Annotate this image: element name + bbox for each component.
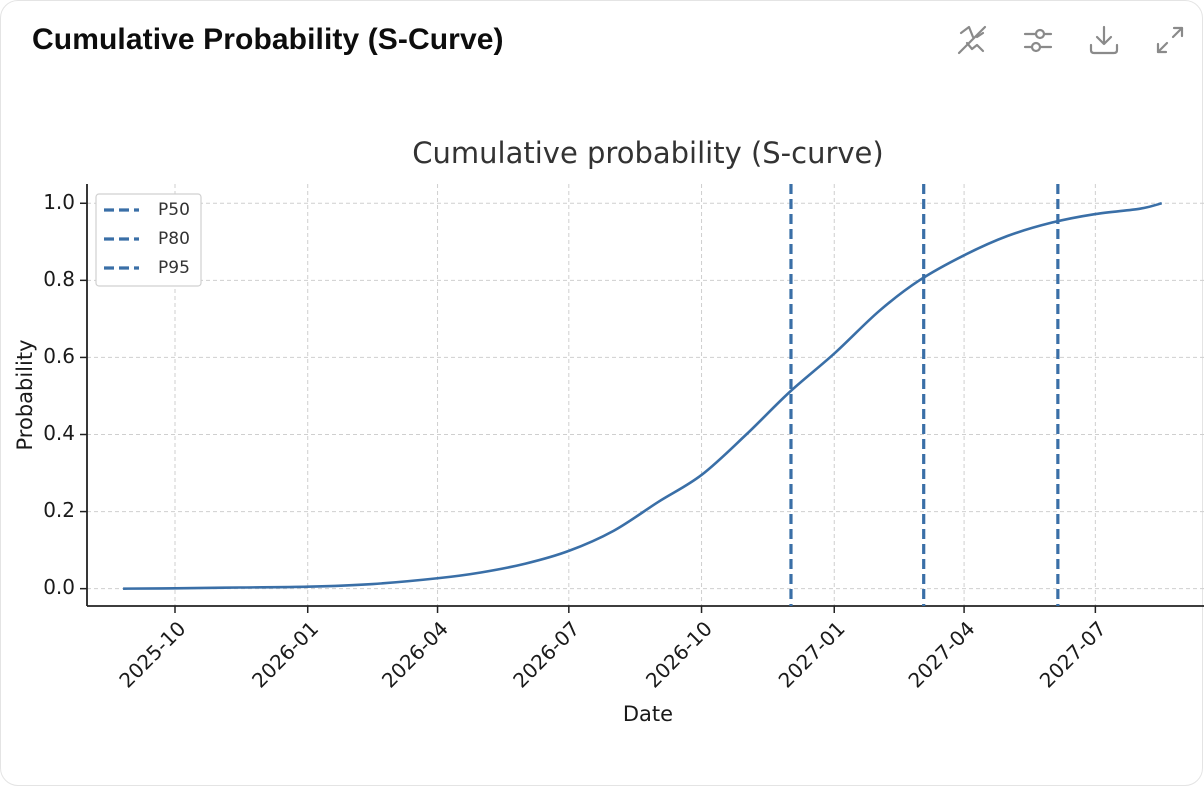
- x-tick-label: 2025-10: [114, 616, 190, 692]
- x-tick-label: 2026-07: [508, 616, 584, 692]
- card-title: Cumulative Probability (S-Curve): [32, 23, 504, 56]
- x-tick-label-group: 2026-01: [247, 616, 323, 692]
- legend-box: [95, 193, 202, 287]
- settings-sliders-icon: [1023, 28, 1053, 53]
- download-button[interactable]: [1086, 21, 1122, 59]
- x-tick-label-group: 2027-04: [903, 616, 979, 692]
- expand-button[interactable]: [1152, 21, 1188, 59]
- x-axis-label: Date: [623, 702, 673, 726]
- expand-icon: [1156, 26, 1184, 54]
- y-tick-label: 0.0: [43, 575, 75, 599]
- x-tick-label: 2026-10: [641, 616, 717, 692]
- chart-title: Cumulative probability (S-curve): [412, 136, 883, 170]
- x-tick-label-group: 2027-01: [774, 616, 850, 692]
- x-tick-label-group: 2026-04: [377, 616, 453, 692]
- y-tick-label: 1.0: [43, 190, 75, 214]
- x-tick-label: 2026-04: [377, 616, 453, 692]
- chart-toolbar: [954, 21, 1188, 59]
- y-tick-label: 0.8: [43, 267, 75, 291]
- x-tick-label-group: 2025-10: [114, 616, 190, 692]
- x-tick-label-group: 2027-07: [1035, 616, 1111, 692]
- legend-label: P50: [158, 200, 190, 220]
- x-tick-label-group: 2026-07: [508, 616, 584, 692]
- hide-annotations-icon: [957, 25, 987, 55]
- y-tick-label: 0.2: [43, 498, 75, 522]
- s-curve-line: [123, 202, 1163, 590]
- x-tick-label-group: 2026-10: [641, 616, 717, 692]
- legend: P50 P80 P95: [95, 193, 202, 287]
- legend-label: P80: [158, 229, 190, 249]
- y-tick-label: 0.4: [43, 421, 75, 445]
- y-tick-label: 0.6: [43, 344, 75, 368]
- hide-annotations-button[interactable]: [954, 21, 990, 59]
- download-icon: [1089, 25, 1119, 55]
- y-axis-label: Probability: [13, 339, 37, 450]
- settings-button[interactable]: [1020, 21, 1056, 59]
- x-tick-label: 2027-07: [1035, 616, 1111, 692]
- legend-label: P95: [158, 258, 190, 278]
- x-tick-label: 2027-04: [903, 616, 979, 692]
- x-tick-label: 2026-01: [247, 616, 323, 692]
- x-tick-label: 2027-01: [774, 616, 850, 692]
